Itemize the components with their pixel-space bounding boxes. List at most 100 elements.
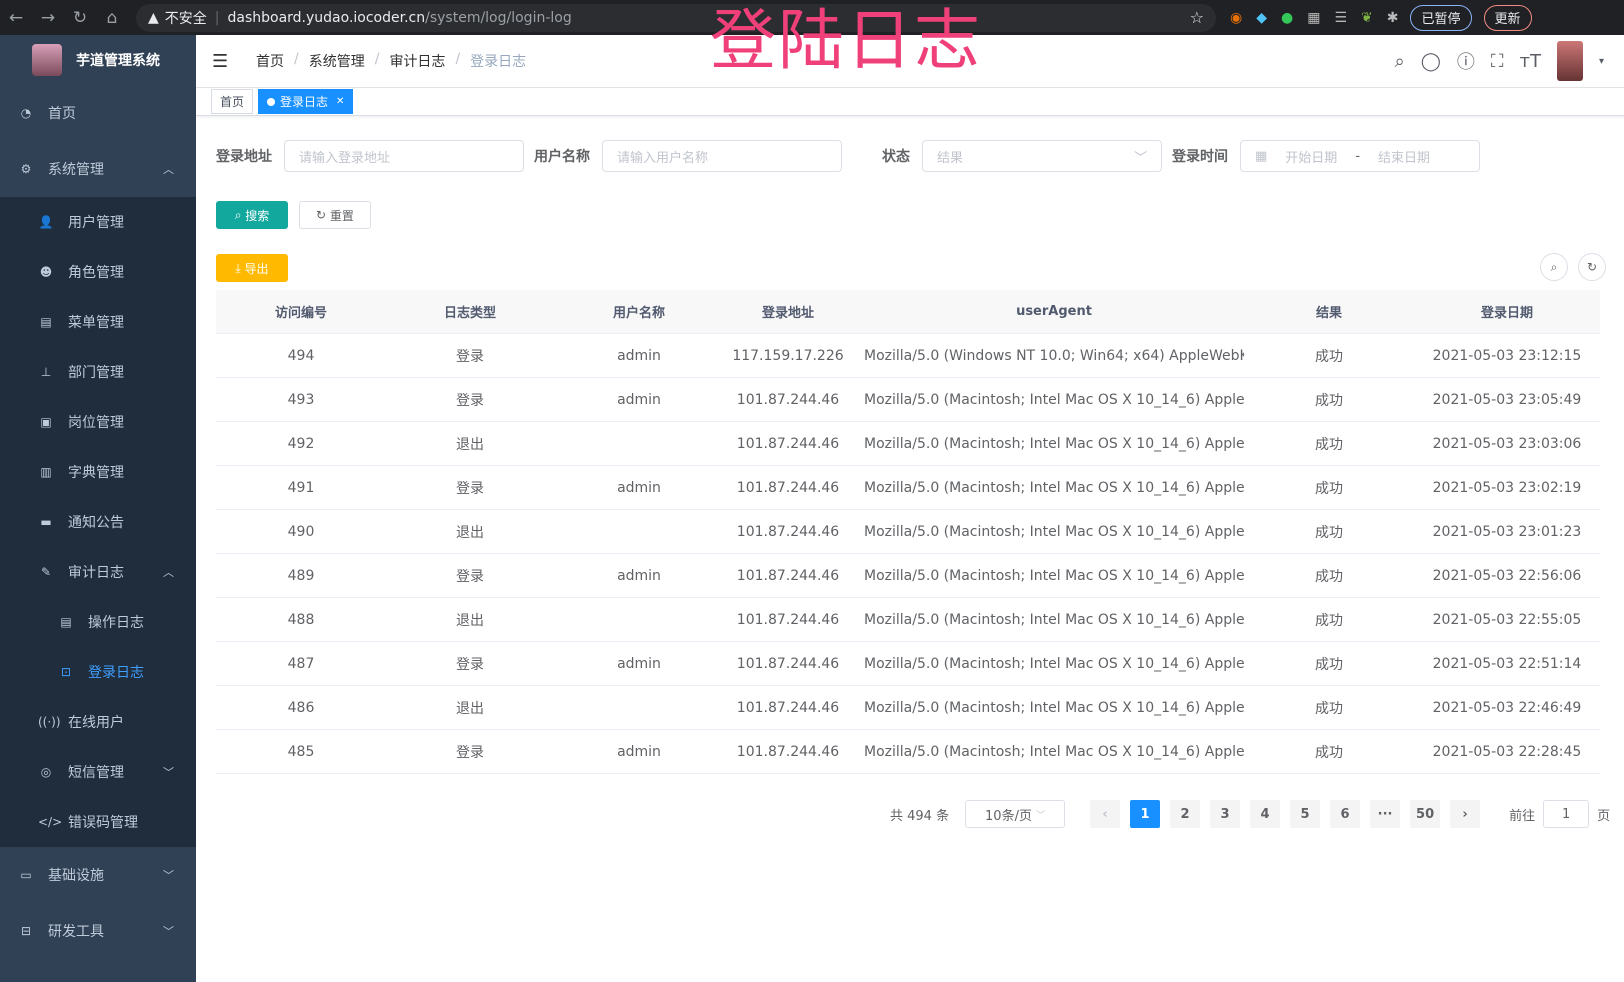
extension-y-icon[interactable]: ● [1281, 9, 1294, 26]
table-row[interactable]: 492 退出 101.87.244.46 Mozilla/5.0 (Macintosh… [216, 422, 1600, 466]
profile-button[interactable]: 已暂停 [1410, 4, 1472, 31]
table-cell: admin [617, 391, 661, 408]
sidebar-item-operate-log[interactable]: ▤ 操作日志 [0, 597, 196, 647]
extensions-puzzle-icon[interactable]: ✱ [1386, 9, 1399, 26]
back-icon[interactable]: ← [8, 7, 24, 28]
gear-icon: ⚙ [20, 162, 32, 176]
sidebar-item-audit-log[interactable]: ✎ 审计日志 ︿ [0, 547, 196, 597]
search-icon[interactable]: ⌕ [1394, 50, 1405, 72]
form-icon: ▤ [60, 615, 72, 629]
security-label: 不安全 [164, 10, 207, 27]
avatar[interactable] [1556, 41, 1583, 81]
table-row[interactable]: 485 登录 admin 101.87.244.46 Mozilla/5.0 (Maci… [216, 730, 1600, 774]
code-icon: </> [38, 815, 63, 829]
table-row[interactable]: 494 登录 admin 117.159.17.226 Mozilla/5.0 (Win… [216, 334, 1600, 378]
extension-icon[interactable]: ◉ [1230, 9, 1243, 26]
reload-icon[interactable]: ↻ [72, 7, 88, 28]
caret-down-icon[interactable]: ▾ [1598, 55, 1604, 67]
table-cell: 101.87.244.46 [736, 479, 840, 496]
page-button[interactable]: 5 [1290, 800, 1321, 828]
breadcrumb-item[interactable]: 首页 [256, 54, 284, 70]
table-row[interactable]: 491 登录 admin 101.87.244.46 Mozilla/5.0 (Maci… [216, 466, 1600, 510]
sidebar-item-sms[interactable]: ◎ 短信管理 ﹀ [0, 747, 196, 797]
github-icon[interactable]: ◯ [1420, 50, 1441, 72]
next-page-button[interactable]: › [1450, 800, 1481, 828]
close-icon[interactable]: ✕ [336, 96, 345, 107]
table-cell: 494 [287, 347, 315, 364]
page-size-select[interactable]: 10条/页 ﹀ [965, 800, 1066, 828]
table-row[interactable]: 490 退出 101.87.244.46 Mozilla/5.0 (Macintosh… [216, 510, 1600, 554]
username-input[interactable]: 请输入用户名称 [602, 140, 842, 172]
sidebar-item-infra[interactable]: ▭ 基础设施 ﹀ [0, 847, 196, 903]
sidebar-item-home[interactable]: ◔ 首页 [0, 85, 196, 141]
prev-page-button[interactable]: ‹ [1090, 800, 1121, 828]
bookmark-star-icon[interactable]: ☆ [1189, 8, 1204, 27]
tag-home[interactable]: 首页 [211, 89, 254, 114]
table-cell: Mozilla/5.0 (Macintosh; Intel Mac OS X 1… [864, 391, 1244, 408]
extension-leaf-icon[interactable]: ❦ [1361, 9, 1373, 26]
start-date[interactable]: 开始日期 [1285, 150, 1338, 166]
table-row[interactable]: 488 退出 101.87.244.46 Mozilla/5.0 (Macintosh… [216, 598, 1600, 642]
sidebar-item-user[interactable]: 👤 用户管理 [0, 197, 196, 247]
table-cell: 2021-05-03 23:01:23 [1432, 523, 1582, 540]
table-row[interactable]: 486 退出 101.87.244.46 Mozilla/5.0 (Macintosh… [216, 686, 1600, 730]
sidebar-item-tool[interactable]: ⊟ 研发工具 ﹀ [0, 903, 196, 959]
table-cell: admin [617, 655, 661, 672]
sidebar-item-online[interactable]: ((·)) 在线用户 [0, 697, 196, 747]
toggle-search-icon[interactable]: ⌕ [1540, 253, 1568, 281]
table-row[interactable]: 489 登录 admin 101.87.244.46 Mozilla/5.0 (Maci… [216, 554, 1600, 598]
sidebar-item-role[interactable]: ☻ 角色管理 [0, 247, 196, 297]
download-icon: ⤓ [235, 260, 245, 275]
table-cell: Mozilla/5.0 (Macintosh; Intel Mac OS X 1… [864, 699, 1244, 716]
online-icon: ((·)) [38, 715, 61, 729]
sidebar-item-menu[interactable]: ▤ 菜单管理 [0, 297, 196, 347]
sidebar-item-dept[interactable]: ⊥ 部门管理 [0, 347, 196, 397]
date-range-picker[interactable]: ▦ 开始日期 - 结束日期 [1240, 140, 1480, 172]
end-date[interactable]: 结束日期 [1378, 150, 1431, 166]
page-button[interactable]: 2 [1170, 800, 1201, 828]
sidebar-item-post[interactable]: ▣ 岗位管理 [0, 397, 196, 447]
table-cell: 2021-05-03 23:03:06 [1432, 435, 1582, 452]
fullscreen-icon[interactable]: ⛶ [1490, 50, 1504, 72]
update-button[interactable]: 更新 [1483, 4, 1532, 31]
chevron-down-icon: ﹀ [163, 766, 174, 779]
refresh-icon[interactable]: ↻ [1578, 253, 1606, 281]
sidebar-item-error-code[interactable]: </> 错误码管理 [0, 797, 196, 847]
page-button[interactable]: 4 [1250, 800, 1281, 828]
login-addr-input[interactable]: 请输入登录地址 [284, 140, 524, 172]
tag-login-log[interactable]: 登录日志 ✕ [258, 89, 354, 114]
page-button[interactable]: 50 [1410, 800, 1441, 828]
home-icon[interactable]: ⌂ [106, 7, 118, 28]
sidebar-item-system[interactable]: ⚙ 系统管理 ︿ [0, 141, 196, 197]
sidebar-item-login-log[interactable]: ⊡ 登录日志 [0, 647, 196, 697]
table-row[interactable]: 493 登录 admin 101.87.244.46 Mozilla/5.0 (Maci… [216, 378, 1600, 422]
breadcrumb-item[interactable]: 系统管理 [308, 54, 365, 70]
sidebar-item-notice[interactable]: ▬ 通知公告 [0, 497, 196, 547]
forward-icon[interactable]: → [40, 7, 56, 28]
table-cell: 登录 [456, 744, 484, 761]
goto-page-input[interactable]: 1 [1543, 800, 1590, 828]
breadcrumb-item[interactable]: 审计日志 [389, 54, 446, 70]
page-button[interactable]: ··· [1370, 800, 1401, 828]
search-button[interactable]: ⌕ 搜索 [216, 201, 288, 229]
sidebar-logo[interactable]: 芋道管理系统 [0, 35, 196, 85]
question-icon[interactable]: ⓘ [1456, 52, 1475, 73]
table-cell: 退出 [456, 524, 484, 541]
sidebar-item-dict[interactable]: ▥ 字典管理 [0, 447, 196, 497]
label: 字典管理 [68, 465, 124, 481]
font-size-icon[interactable]: тT [1519, 50, 1541, 72]
page-button[interactable]: 3 [1210, 800, 1241, 828]
status-select[interactable]: 结果 ﹀ [922, 140, 1162, 172]
address-bar[interactable]: ▲ 不安全 | dashboard.yudao.iocoder.cn/syste… [136, 3, 1216, 32]
label: 首页 [220, 95, 245, 109]
hamburger-icon[interactable]: ☰ [212, 50, 229, 72]
extension-grid-icon[interactable]: ▦ [1307, 9, 1321, 26]
export-button[interactable]: ⤓ 导出 [216, 254, 288, 282]
reset-button[interactable]: ↻ 重置 [299, 201, 371, 229]
extension-list-icon[interactable]: ☰ [1334, 9, 1348, 26]
page-button[interactable]: 1 [1130, 800, 1161, 828]
column-header: userAgent [1016, 304, 1092, 319]
table-row[interactable]: 487 登录 admin 101.87.244.46 Mozilla/5.0 (Maci… [216, 642, 1600, 686]
page-button[interactable]: 6 [1330, 800, 1361, 828]
extension-gem-icon[interactable]: ◆ [1256, 9, 1267, 26]
